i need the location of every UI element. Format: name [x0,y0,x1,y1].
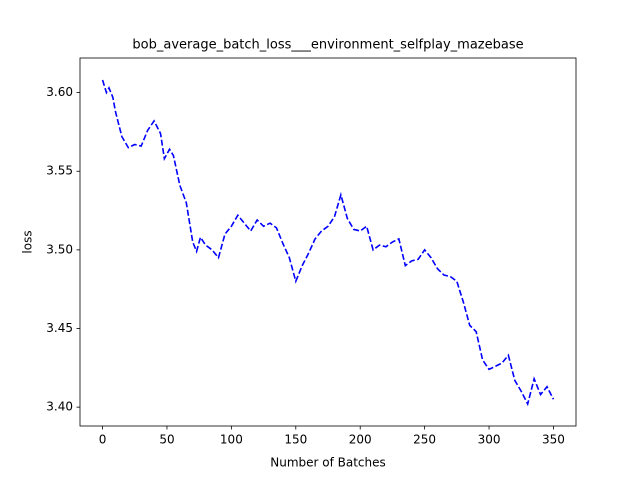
x-axis-label: Number of Batches [270,456,386,470]
x-tick-label: 300 [478,433,501,447]
x-tick-label: 200 [349,433,372,447]
data-line [101,79,555,407]
y-axis-label: loss [21,230,35,253]
x-tick-label: 100 [220,433,243,447]
y-tick-label: 3.60 [46,85,73,99]
x-tick-label: 150 [284,433,307,447]
y-tick-label: 3.40 [46,400,73,414]
chart-title: bob_average_batch_loss___environment_sel… [132,38,523,53]
y-tick-label: 3.45 [46,321,73,335]
x-tick-label: 50 [159,433,174,447]
x-tick-label: 350 [542,433,565,447]
x-tick-label: 0 [99,433,107,447]
plot-frame [79,57,577,427]
x-tick-label: 250 [413,433,436,447]
y-tick-label: 3.50 [46,242,73,256]
y-tick-label: 3.55 [46,164,73,178]
